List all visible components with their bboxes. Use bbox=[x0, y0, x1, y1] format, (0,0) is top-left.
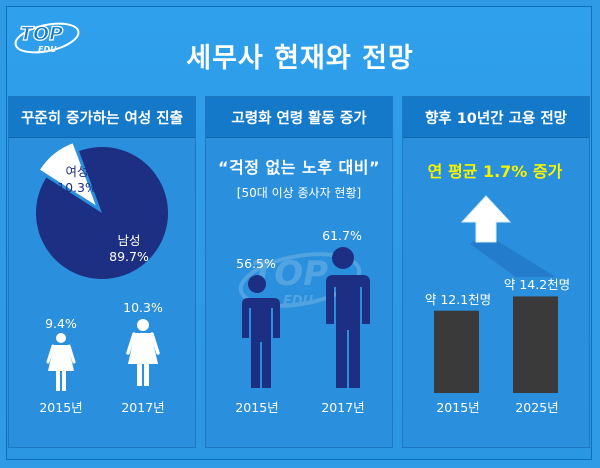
elderly-2017-year: 2017년 bbox=[321, 400, 365, 415]
pie-male-label: 남성 bbox=[117, 233, 141, 248]
elderly-subtitle: [50대 이상 종사자 현황] bbox=[236, 186, 362, 200]
women-2017-year: 2017년 bbox=[121, 400, 165, 415]
women-2017-value: 10.3% bbox=[123, 300, 163, 315]
pie-label-male: 남성 89.7% bbox=[104, 233, 154, 265]
svg-text:TOP: TOP bbox=[20, 23, 63, 45]
pie-female-value: 10.3% bbox=[57, 180, 97, 195]
woman-icon-2015 bbox=[46, 333, 76, 391]
panel-heading-outlook: 향후 10년간 고용 전망 bbox=[403, 97, 589, 138]
panel-women: 꾸준히 증가하는 여성 진출 bbox=[8, 96, 196, 448]
page-title: 세무사 현재와 전망 bbox=[186, 43, 414, 74]
svg-text:EDU: EDU bbox=[38, 45, 57, 54]
bar-2015-year: 2015년 bbox=[436, 400, 480, 415]
elderly-2017-value: 61.7% bbox=[322, 228, 362, 243]
elderly-quote: “걱정 없는 노후 대비” bbox=[217, 158, 380, 177]
top-edu-logo: TOP EDU bbox=[14, 22, 80, 54]
up-arrow-icon bbox=[460, 195, 556, 277]
bar-2025-year: 2025년 bbox=[515, 400, 559, 415]
woman-icon-2017 bbox=[126, 319, 160, 386]
bar-2015-value: 약 12.1천명 bbox=[424, 291, 492, 307]
svg-text:EDU: EDU bbox=[283, 294, 314, 309]
pie-male-value: 89.7% bbox=[109, 249, 149, 264]
panel-outlook: 향후 10년간 고용 전망 bbox=[402, 96, 590, 448]
elderly-2015-value: 56.5% bbox=[236, 256, 276, 271]
person-icon-2015 bbox=[240, 275, 280, 388]
pie-label-female: 여성 10.3% bbox=[52, 164, 102, 196]
panel-heading-women: 꾸준히 증가하는 여성 진출 bbox=[9, 97, 195, 138]
pie-female-label: 여성 bbox=[65, 164, 89, 179]
women-2015-value: 9.4% bbox=[45, 316, 77, 331]
bar-2025-value: 약 14.2천명 bbox=[503, 277, 571, 293]
panel-heading-elderly: 고령화 연령 활동 증가 bbox=[206, 97, 392, 138]
women-2015-year: 2015년 bbox=[39, 400, 83, 415]
growth-highlight: 연 평균 1.7% 증가 bbox=[427, 162, 563, 181]
person-icon-2017 bbox=[323, 247, 370, 388]
elderly-2015-year: 2015년 bbox=[235, 400, 279, 415]
panel-elderly: 고령화 연령 활동 증가 bbox=[205, 96, 393, 448]
